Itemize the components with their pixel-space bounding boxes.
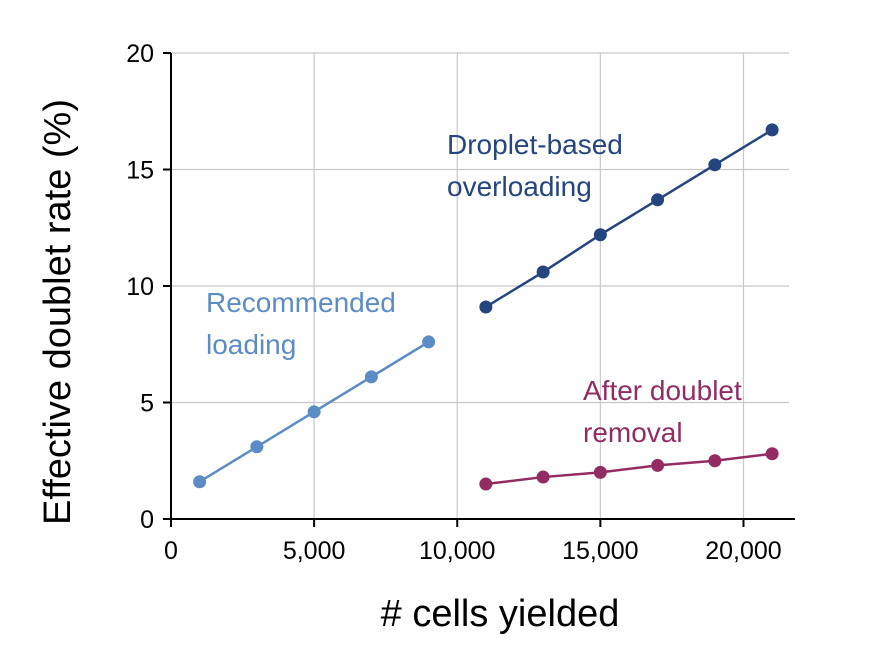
data-point-overloading: [765, 123, 779, 137]
series-label-recommended: Recommended loading: [206, 287, 396, 360]
grid: [171, 52, 789, 519]
annotations: Recommended loading Droplet-based overloadi…: [206, 129, 742, 448]
series-label-line: Droplet-based: [447, 129, 623, 160]
data-point-recommended: [193, 475, 207, 489]
y-tick-label: 5: [140, 390, 154, 418]
series-label-line: After doublet: [583, 375, 742, 406]
y-tick-label: 10: [126, 273, 154, 301]
y-tick-label: 0: [140, 506, 154, 534]
x-tick-label: 15,000: [562, 537, 638, 565]
data-point-recommended: [250, 440, 264, 454]
y-axis-label: Effective doublet rate (%): [37, 99, 79, 525]
series-label-line: removal: [583, 417, 683, 448]
series-after_removal: [479, 447, 779, 491]
data-point-recommended: [364, 370, 378, 384]
x-tick-label: 20,000: [705, 537, 781, 565]
series-label-overloading: Droplet-based overloading: [447, 129, 623, 202]
x-tick-label: 5,000: [283, 537, 346, 565]
plot-area: [193, 123, 779, 491]
data-point-overloading: [708, 158, 722, 172]
series-overloading: [479, 123, 779, 314]
data-point-after_removal: [479, 477, 493, 491]
series-recommended: [193, 335, 436, 489]
y-tick-label: 20: [126, 40, 154, 68]
y-tick-label: 15: [126, 157, 154, 185]
series-label-line: Recommended: [206, 287, 396, 318]
series-label-after_removal: After doublet removal: [583, 375, 742, 448]
x-tick-label: 0: [164, 537, 178, 565]
data-point-overloading: [593, 228, 607, 242]
data-point-after_removal: [765, 447, 779, 461]
x-axis-label: # cells yielded: [381, 593, 620, 635]
series-line-after_removal: [485, 452, 773, 486]
data-point-overloading: [651, 193, 665, 207]
data-point-after_removal: [708, 454, 722, 468]
x-tick-label: 10,000: [419, 537, 495, 565]
data-point-after_removal: [593, 465, 607, 479]
data-point-recommended: [307, 405, 321, 419]
data-point-recommended: [422, 335, 436, 349]
data-point-overloading: [536, 265, 550, 279]
series-label-line: overloading: [447, 171, 592, 202]
data-point-overloading: [479, 300, 493, 314]
data-point-after_removal: [651, 458, 665, 472]
ticks: 0 5,000 10,000 15,000 20,000 0 5 10 15 20: [126, 40, 782, 565]
series-line-overloading: [485, 128, 773, 309]
series-label-line: loading: [206, 329, 296, 360]
data-point-after_removal: [536, 470, 550, 484]
